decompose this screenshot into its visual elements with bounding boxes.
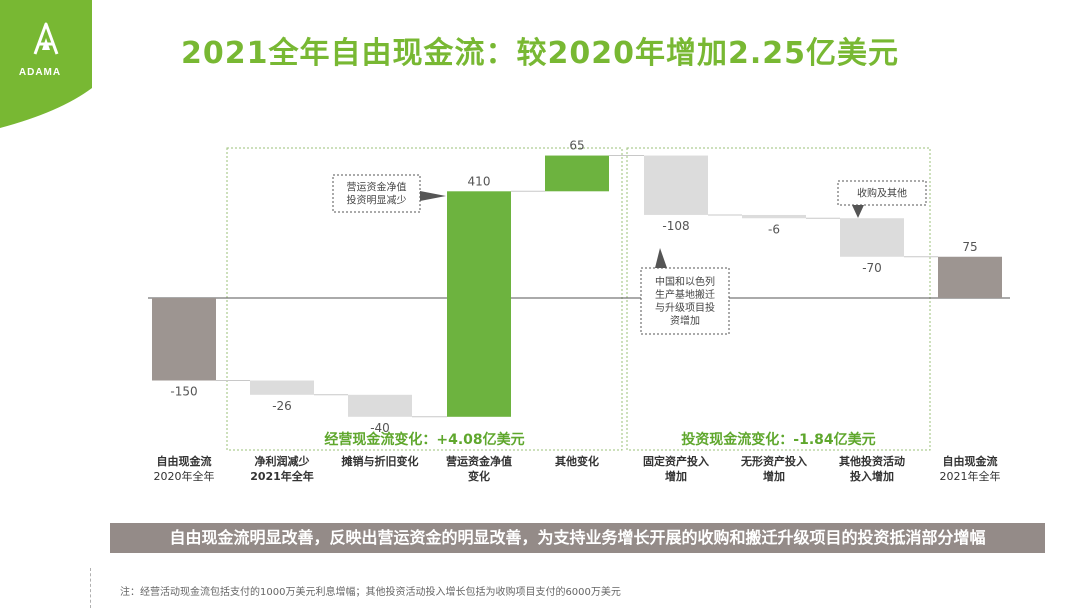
adama-logo: ADAMA — [0, 0, 92, 128]
footnote: 注：经营活动现金流包括支付的1000万美元利息增幅；其他投资活动投入增长包括为收… — [120, 587, 621, 598]
category-label: 增加 — [665, 469, 687, 483]
value-label: -70 — [862, 261, 882, 275]
callout-pointer — [852, 205, 864, 218]
category-label: 自由现金流 — [157, 454, 212, 468]
summary-banner: 自由现金流明显改善，反映出营运资金的明显改善，为支持业务增长开展的收购和搬迁升级… — [110, 523, 1045, 553]
category-label: 增加 — [763, 469, 785, 483]
group-box-1 — [226, 147, 623, 451]
category-label: 2021年全年 — [940, 469, 1001, 483]
group-box-2 — [626, 147, 931, 451]
page-title: 2021全年自由现金流：较2020年增加2.25亿美元 — [180, 36, 899, 71]
waterfall-bar — [840, 218, 904, 257]
waterfall-bar — [742, 214, 806, 219]
category-label: 自由现金流 — [943, 454, 998, 468]
callout-pointer — [655, 248, 667, 268]
callout-box — [837, 180, 927, 206]
callout-box — [640, 267, 730, 335]
value-label: -26 — [272, 399, 292, 413]
category-label: 其他变化 — [555, 454, 599, 468]
category-label: 固定资产投入 — [643, 454, 709, 468]
category-label: 净利润减少 — [255, 454, 310, 468]
category-label: 2021年全年 — [250, 469, 314, 483]
category-label: 无形资产投入 — [740, 454, 807, 468]
waterfall-bar — [348, 394, 412, 417]
waterfall-chart: 经营现金流变化：+4.08亿美元 投资现金流变化：-1.84亿美元 -150 -26 -… — [148, 139, 1010, 483]
waterfall-bar — [545, 155, 609, 192]
waterfall-bar — [938, 256, 1002, 298]
callout-pointer — [420, 191, 446, 201]
value-label: -108 — [662, 219, 689, 233]
category-label: 投入增加 — [850, 469, 894, 483]
group-label-1: 经营现金流变化：+4.08亿美元 — [324, 431, 524, 448]
value-label: 75 — [962, 240, 977, 254]
waterfall-bar — [644, 155, 708, 215]
callout-text: 投资明显减少 — [347, 194, 407, 207]
value-label: -40 — [370, 421, 390, 435]
value-label: 410 — [468, 174, 491, 188]
waterfall-bar — [447, 191, 511, 417]
callout-text: 营运资金净值 — [347, 181, 407, 194]
category-label: 摊销与折旧变化 — [342, 454, 419, 468]
value-label: -150 — [170, 385, 197, 399]
adama-logo-icon — [33, 22, 59, 55]
category-label: 营运资金净值 — [446, 454, 512, 468]
category-label: 变化 — [468, 469, 490, 483]
footnote-divider — [90, 568, 91, 608]
callout-text: 中国和以色列 — [655, 275, 715, 288]
value-label: 65 — [569, 139, 584, 153]
callout-text: 生产基地搬迁 — [655, 288, 715, 301]
callout-text: 与升级项目投 — [655, 301, 715, 314]
waterfall-bar — [250, 380, 314, 395]
waterfall-bar — [152, 298, 216, 381]
category-label: 其他投资活动 — [839, 454, 905, 468]
callout-text: 收购及其他 — [857, 187, 907, 200]
adama-logo-text: ADAMA — [19, 67, 61, 78]
group-label-2: 投资现金流变化：-1.84亿美元 — [681, 431, 875, 448]
value-label: -6 — [768, 222, 780, 236]
category-label: 2020年全年 — [154, 469, 215, 483]
callout-text: 资增加 — [670, 314, 700, 327]
